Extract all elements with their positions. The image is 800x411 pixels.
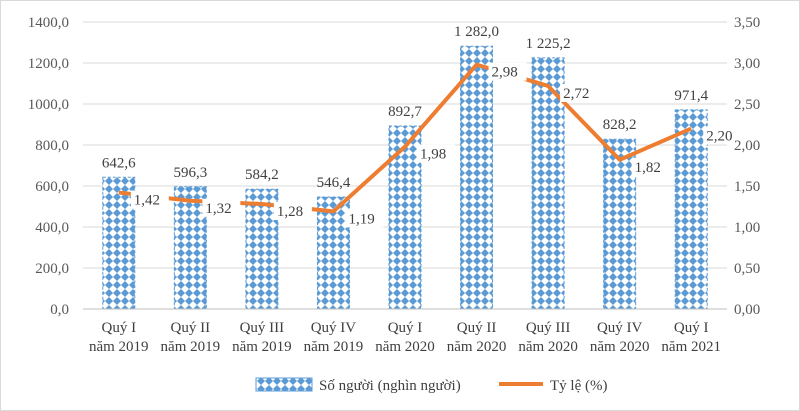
y-right-tick-label: 2,50 [734,97,760,113]
bar [245,188,279,310]
line-value-label: 1,42 [134,193,160,209]
bar [173,186,207,310]
line-label-bg [488,62,527,81]
bar-value-label: 1 282,0 [454,24,499,40]
legend-line-label: Tỷ lệ (%) [550,378,607,394]
x-tick-label: Quý III năm 2019 [232,320,292,355]
y-left-tick-label: 400,0 [35,220,69,236]
line-value-label: 2,98 [492,65,518,81]
line-value-label: 1,32 [205,201,231,217]
bar [460,45,494,310]
bar [603,138,637,310]
bar-value-label: 546,4 [317,175,351,191]
line-value-label: 1,82 [635,160,661,176]
bar-value-label: 596,3 [173,165,207,181]
bar-value-label: 642,6 [102,155,136,171]
line-value-label: 2,72 [563,86,589,102]
line-label-bg [130,190,169,209]
x-tick-label: Quý IV năm 2020 [590,320,650,355]
bar [316,196,350,310]
x-tick-label: Quý II năm 2019 [161,320,221,355]
bar-value-label: 892,7 [388,104,422,120]
y-left-tick-label: 200,0 [35,261,69,277]
line-value-label: 1,28 [277,204,303,220]
line-value-label: 1,19 [348,211,374,227]
line-label-bg [273,202,312,221]
line-label-bg [345,209,384,228]
line-label-bg [703,126,742,145]
line-value-label: 2,20 [706,129,732,145]
y-right-tick-label: 0,00 [734,302,760,318]
x-tick-label: Quý IV năm 2019 [304,320,364,355]
x-tick-label: Quý II năm 2020 [447,320,507,355]
legend-bar-label: Số người (nghìn người) [319,378,461,394]
y-right-tick-label: 3,50 [734,15,760,31]
y-left-tick-label: 1200,0 [28,56,69,72]
y-right-tick-label: 0,50 [734,261,760,277]
data-labels: 642,6 596,3 584,2 546,4 892,7 1 282,0 1 225,2 8… [102,24,742,228]
y-right-tick-label: 1,00 [734,220,760,236]
bar [674,109,708,310]
line-label-bg [417,144,455,163]
axes: 0,0 200,0 400,0 600,0 800,0 1000,0 1200,0 1400,… [28,15,761,355]
bar-value-label: 584,2 [245,167,279,183]
legend: Số người (nghìn người) Tỷ lệ (%) [255,377,607,394]
line-label-bg [631,157,670,176]
legend-bar-swatch [255,377,313,392]
line-label-bg [560,83,599,102]
y-left-tick-label: 1400,0 [28,15,69,31]
y-right-tick-label: 2,00 [734,138,760,154]
bar-value-label: 971,4 [674,88,708,104]
bar-value-label: 1 225,2 [526,36,571,52]
y-right-tick-label: 1,50 [734,179,760,195]
bar [102,176,136,310]
x-tick-label: Quý III năm 2020 [518,320,578,355]
y-right-tick-label: 3,00 [734,56,760,72]
line-label-bg [202,198,241,217]
y-left-tick-label: 600,0 [35,179,69,195]
bar-value-label: 828,2 [603,117,637,133]
y-left-tick-label: 1000,0 [28,97,69,113]
y-left-tick-label: 0,0 [50,302,69,318]
line-value-label: 1,98 [420,147,446,163]
y-left-tick-label: 800,0 [35,138,69,154]
bar [388,125,422,310]
